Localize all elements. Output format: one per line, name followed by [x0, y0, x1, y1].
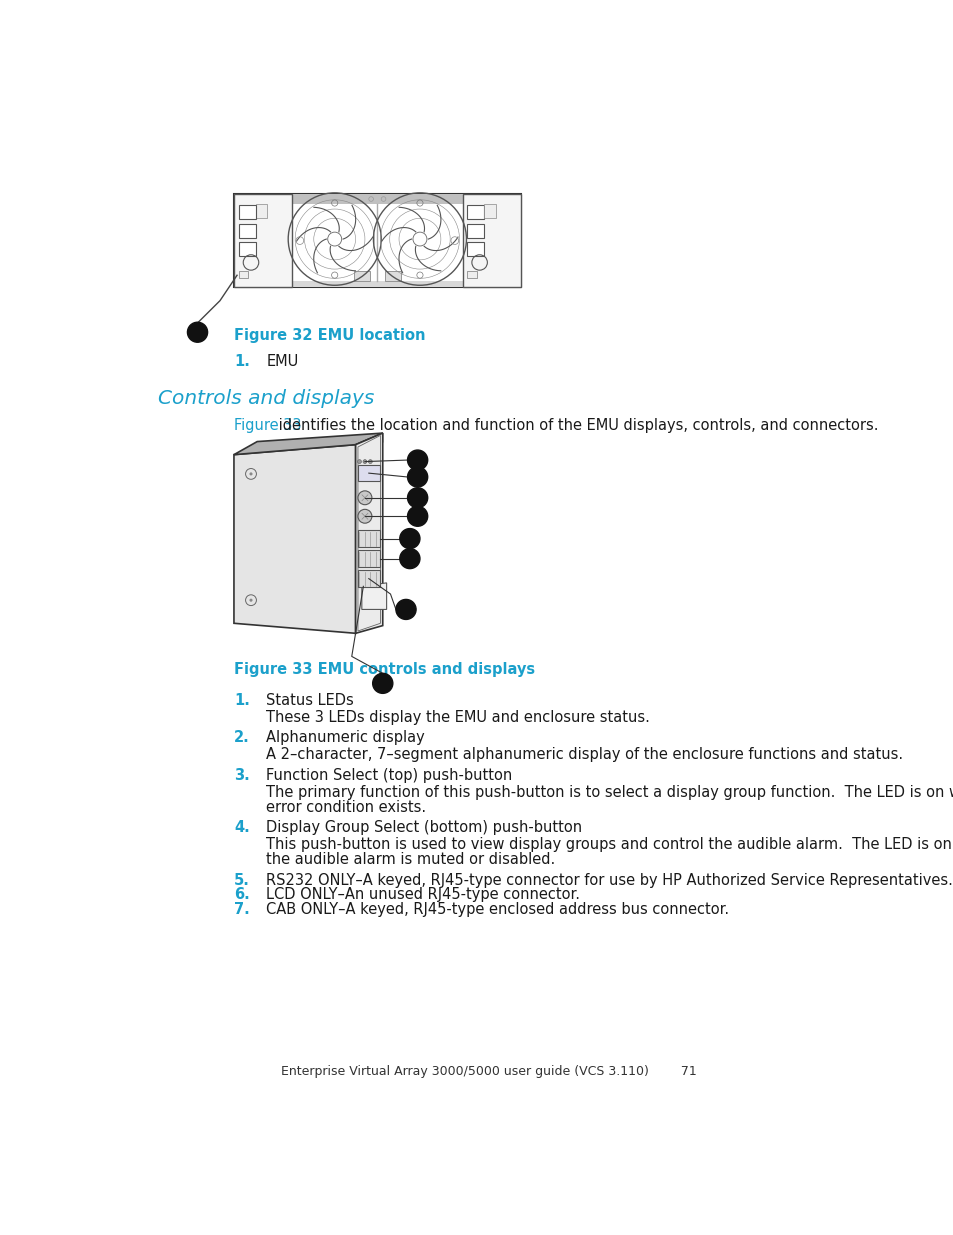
Circle shape [357, 490, 372, 505]
Text: error condition exists.: error condition exists. [266, 799, 426, 815]
Polygon shape [361, 583, 386, 609]
Bar [467, 224, 484, 238]
Circle shape [407, 488, 427, 508]
Text: 1.: 1. [233, 353, 250, 369]
Text: Alphanumeric display: Alphanumeric display [266, 730, 425, 745]
Polygon shape [233, 445, 355, 634]
Bar [385, 272, 400, 280]
Text: LCD ONLY–An unused RJ45-type connector.: LCD ONLY–An unused RJ45-type connector. [266, 888, 579, 903]
Bar [233, 280, 520, 287]
Circle shape [368, 459, 372, 463]
Bar [357, 550, 379, 567]
Bar [357, 466, 379, 480]
Circle shape [407, 506, 427, 526]
Bar [467, 272, 476, 278]
Bar [354, 272, 369, 280]
Text: Figure 33: Figure 33 [233, 417, 301, 432]
Circle shape [362, 459, 367, 463]
Bar [233, 194, 520, 204]
Polygon shape [355, 433, 382, 454]
Bar [357, 571, 379, 587]
Text: RS232 ONLY–A keyed, RJ45-type connector for use by HP Authorized Service Represe: RS232 ONLY–A keyed, RJ45-type connector … [266, 873, 952, 888]
Bar [246, 211, 250, 215]
Circle shape [407, 450, 427, 471]
Bar [233, 194, 292, 287]
Text: Enterprise Virtual Array 3000/5000 user guide (VCS 3.110)        71: Enterprise Virtual Array 3000/5000 user … [281, 1065, 696, 1078]
Text: Figure 33 EMU controls and displays: Figure 33 EMU controls and displays [233, 662, 535, 677]
Text: A 2–character, 7–segment alphanumeric display of the enclosure functions and sta: A 2–character, 7–segment alphanumeric di… [266, 747, 902, 762]
Text: 1.: 1. [233, 693, 250, 708]
Circle shape [249, 472, 253, 475]
Text: Function Select (top) push-button: Function Select (top) push-button [266, 768, 512, 783]
Text: 7.: 7. [233, 902, 250, 918]
Circle shape [328, 232, 341, 246]
Polygon shape [233, 433, 382, 454]
Text: 4.: 4. [233, 820, 250, 835]
Bar [238, 242, 255, 257]
Circle shape [407, 467, 427, 487]
Bar [238, 272, 248, 278]
Circle shape [187, 322, 208, 342]
Bar [233, 194, 520, 287]
Circle shape [399, 529, 419, 548]
Bar [467, 205, 484, 220]
Text: 3.: 3. [233, 768, 250, 783]
Polygon shape [355, 433, 382, 634]
Text: These 3 LEDs display the EMU and enclosure status.: These 3 LEDs display the EMU and enclosu… [266, 710, 650, 725]
Text: Status LEDs: Status LEDs [266, 693, 354, 708]
Bar [357, 530, 379, 547]
Text: 2.: 2. [233, 730, 250, 745]
Circle shape [357, 509, 372, 524]
Text: identifies the location and function of the EMU displays, controls, and connecto: identifies the location and function of … [274, 417, 878, 432]
Circle shape [357, 459, 361, 463]
Text: CAB ONLY–A keyed, RJ45-type enclosed address bus connector.: CAB ONLY–A keyed, RJ45-type enclosed add… [266, 902, 729, 918]
Bar [253, 211, 256, 215]
Bar [462, 194, 520, 287]
Text: 5.: 5. [233, 873, 250, 888]
Circle shape [399, 548, 419, 568]
Text: Figure 32 EMU location: Figure 32 EMU location [233, 327, 425, 342]
Circle shape [413, 232, 427, 246]
Bar [240, 211, 244, 215]
Circle shape [373, 673, 393, 693]
Bar [238, 205, 255, 220]
Text: 6.: 6. [233, 888, 250, 903]
Bar [467, 242, 484, 257]
Text: Controls and displays: Controls and displays [158, 389, 374, 409]
Bar [238, 224, 255, 238]
Text: EMU: EMU [266, 353, 298, 369]
Text: The primary function of this push-button is to select a display group function. : The primary function of this push-button… [266, 785, 953, 800]
Text: the audible alarm is muted or disabled.: the audible alarm is muted or disabled. [266, 852, 556, 867]
Text: This push-button is used to view display groups and control the audible alarm.  : This push-button is used to view display… [266, 837, 953, 852]
Circle shape [395, 599, 416, 620]
Bar [484, 204, 496, 217]
Circle shape [249, 599, 253, 601]
Bar [255, 204, 267, 217]
Text: Display Group Select (bottom) push-button: Display Group Select (bottom) push-butto… [266, 820, 582, 835]
